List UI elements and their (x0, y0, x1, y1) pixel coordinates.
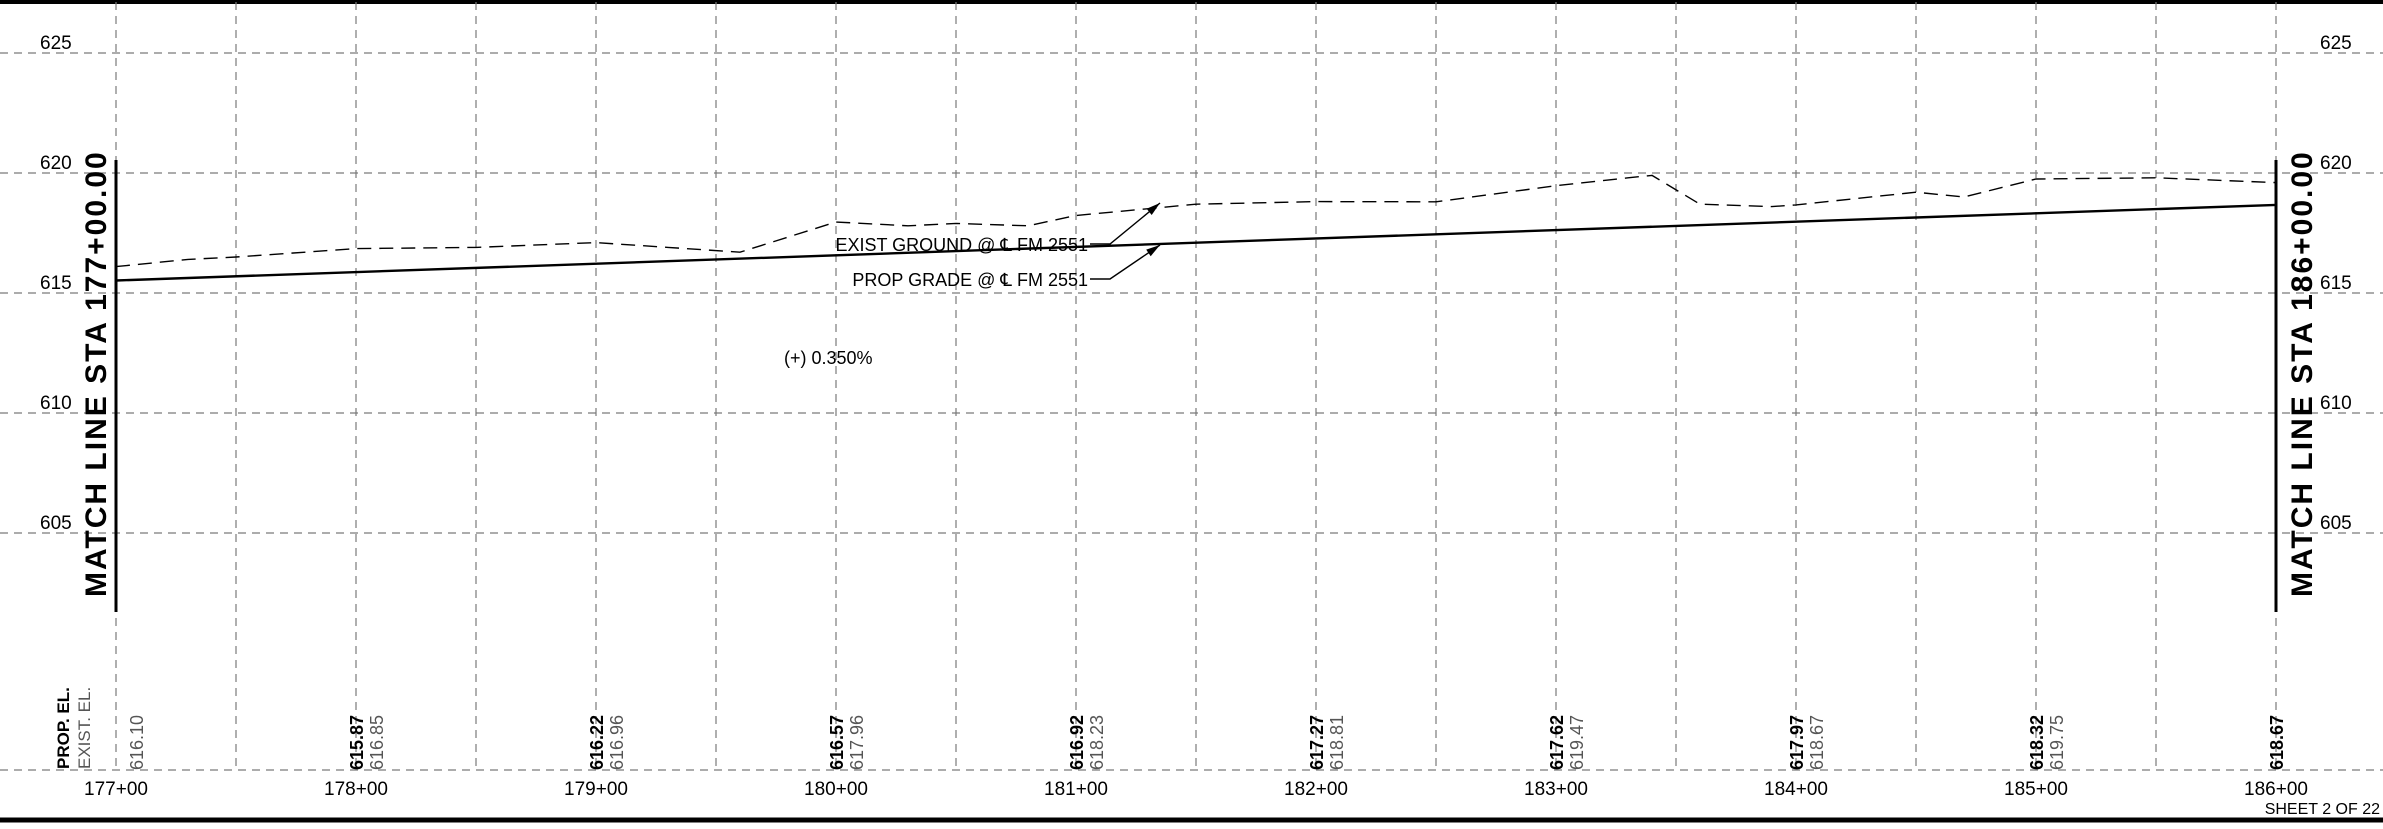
elevation-tick-label-right: 620 (2320, 153, 2352, 174)
exist-el-value: 616.10 (127, 715, 147, 770)
profile-series (115, 174, 2277, 282)
station-tick-label: 185+00 (2004, 779, 2068, 800)
sheet-number: SHEET 2 OF 22 (2265, 801, 2380, 818)
prop-grade-leader-arrowhead (1146, 245, 1160, 257)
elevation-tick-label-right: 605 (2320, 513, 2352, 534)
elevation-tick-label-left: 605 (40, 513, 72, 534)
grade-label: (+) 0.350% (784, 348, 873, 368)
exist-el-value: 616.85 (367, 715, 387, 770)
exist-el-value: 617.96 (847, 715, 867, 770)
elevation-tick-label-right: 625 (2320, 33, 2352, 54)
elevation-tick-label-left: 625 (40, 33, 72, 54)
station-tick-label: 184+00 (1764, 779, 1828, 800)
exist-el-value: 618.81 (1327, 715, 1347, 770)
match-line-right-label: MATCH LINE STA 186+00.00 (2286, 150, 2319, 597)
prop-el-value: 617.62 (1547, 715, 1567, 770)
prop-el-value: 618.67 (2267, 715, 2287, 770)
prop-grade-leader (1090, 244, 1161, 280)
prop-el-value: 617.97 (1787, 715, 1807, 770)
prop-el-value: 616.22 (587, 715, 607, 770)
prop-grade-callout: PROP GRADE @ ℄ FM 2551 (852, 270, 1088, 290)
station-tick-label: 182+00 (1284, 779, 1348, 800)
elevation-tick-label-right: 615 (2320, 273, 2352, 294)
exist-el-value: 618.67 (1807, 715, 1827, 770)
prop-el-value: 615.87 (347, 715, 367, 770)
match-line-left-label: MATCH LINE STA 177+00.00 (80, 150, 113, 597)
elevation-tick-labels: 625 625 620 620 615 615 610 610 605 605 (40, 33, 2352, 534)
station-tick-labels: 177+00 178+00 179+00 180+00 181+00 182+00 183+… (84, 779, 2308, 800)
station-tick-label: 181+00 (1044, 779, 1108, 800)
station-tick-label: 179+00 (564, 779, 628, 800)
exist-ground-callout: EXIST GROUND @ ℄ FM 2551 (835, 235, 1088, 255)
elevation-tick-label-left: 620 (40, 153, 72, 174)
exist-el-value: 619.75 (2047, 715, 2067, 770)
station-tick-label: 177+00 (84, 779, 148, 800)
callout-leaders (1090, 202, 1161, 280)
elevation-tick-label-left: 615 (40, 273, 72, 294)
prop-el-row-label: PROP. EL. (54, 687, 73, 769)
exist-ground-line (115, 174, 2277, 268)
prop-el-value: 616.92 (1067, 715, 1087, 770)
grid (0, 2, 2383, 770)
prop-el-value: 618.32 (2027, 715, 2047, 770)
elevation-table: 616.10 615.87 616.85 616.22 616.96 616.57 617.… (127, 715, 2287, 770)
exist-el-value: 619.47 (1567, 715, 1587, 770)
exist-el-value: 616.96 (607, 715, 627, 770)
station-tick-label: 183+00 (1524, 779, 1588, 800)
elevation-tick-label-left: 610 (40, 393, 72, 414)
station-tick-label: 180+00 (804, 779, 868, 800)
exist-el-value: 618.23 (1087, 715, 1107, 770)
elevation-tick-label-right: 610 (2320, 393, 2352, 414)
exist-ground-leader (1090, 202, 1161, 245)
prop-grade-line (115, 203, 2277, 282)
prop-el-value: 616.57 (827, 715, 847, 770)
exist-ground-leader-arrowhead (1146, 203, 1160, 215)
exist-el-row-label: EXIST. EL. (75, 687, 94, 769)
station-tick-label: 178+00 (324, 779, 388, 800)
prop-el-value: 617.27 (1307, 715, 1327, 770)
station-tick-label: 186+00 (2244, 779, 2308, 800)
